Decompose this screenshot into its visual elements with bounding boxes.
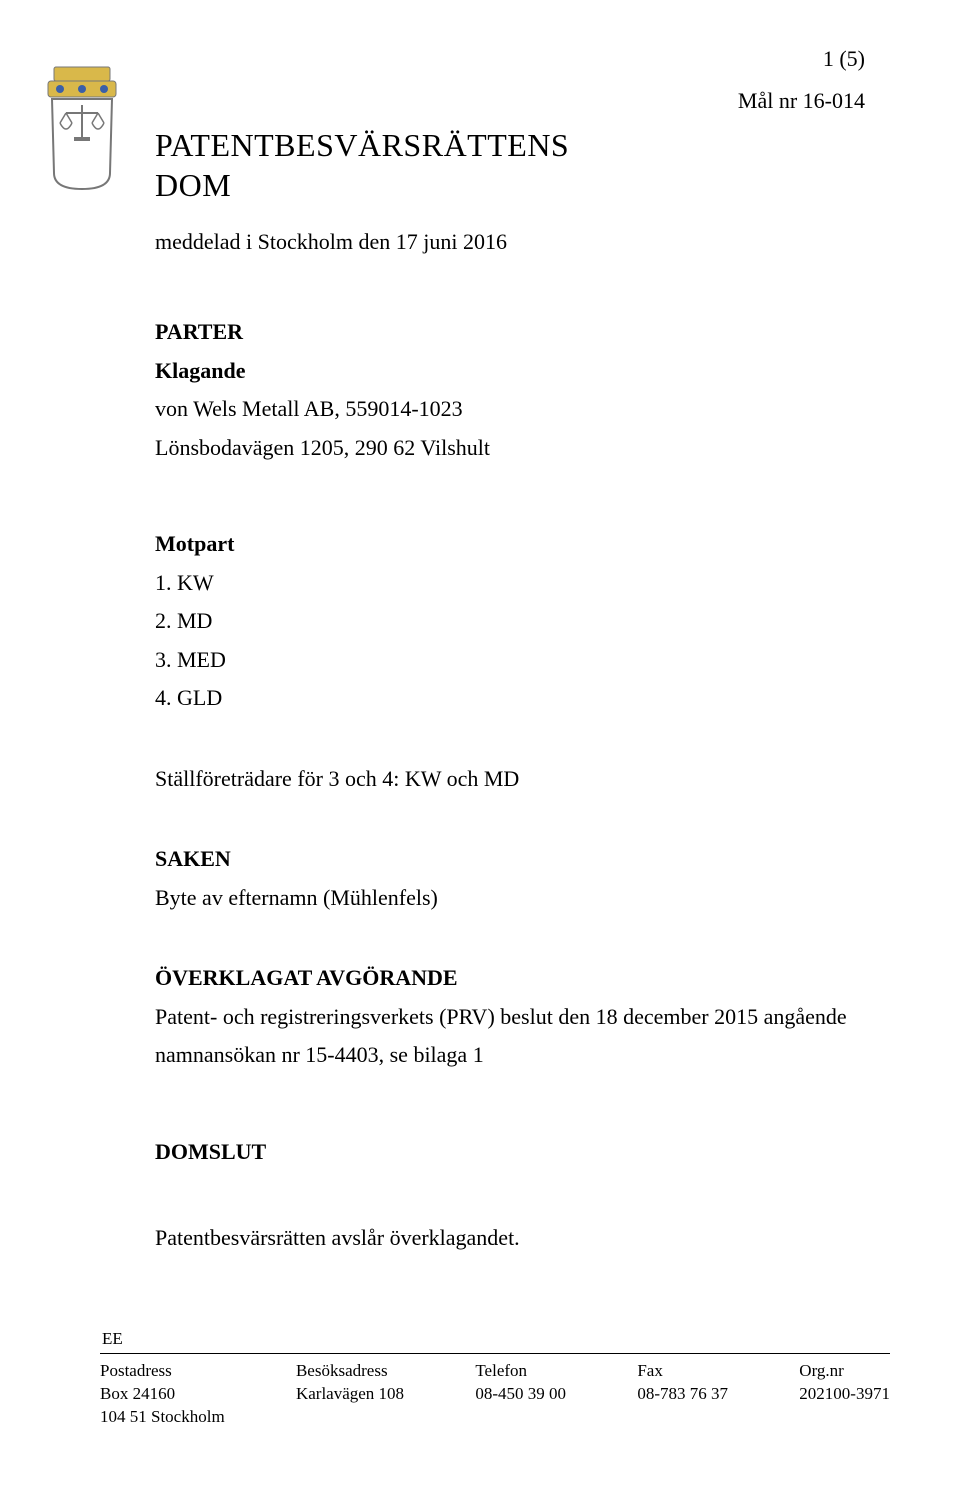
counterparty-item: 3. MED (155, 641, 865, 680)
counterparty-item: 1. KW (155, 564, 865, 603)
counterparty-heading: Motpart (155, 525, 865, 564)
page: 1 (5) Mål nr 16-014 PATENTBESVÄRSRÄTTENS… (0, 0, 960, 1489)
appellant-line: Lönsbodavägen 1205, 290 62 Vilshult (155, 429, 865, 468)
footer-divider (100, 1353, 890, 1354)
footer-col-line: 08-783 76 37 (637, 1383, 728, 1406)
appealed-section: ÖVERKLAGAT AVGÖRANDE Patent- och registr… (155, 959, 865, 1075)
footer-col-orgnr: Org.nr 202100-3971 (799, 1360, 890, 1429)
title-line-1: PATENTBESVÄRSRÄTTENS (155, 125, 865, 165)
counterparty-section: Motpart 1. KW 2. MD 3. MED 4. GLD (155, 525, 865, 718)
document-title: PATENTBESVÄRSRÄTTENS DOM (155, 125, 865, 205)
footer-col-line: Karlavägen 108 (296, 1383, 404, 1406)
ruling-text-section: Patentbesvärsrätten avslår överklagandet… (155, 1219, 865, 1258)
page-indicator: 1 (5) (738, 38, 865, 80)
appealed-heading: ÖVERKLAGAT AVGÖRANDE (155, 959, 865, 998)
parties-section: PARTER Klagande von Wels Metall AB, 5590… (155, 313, 865, 467)
case-number: Mål nr 16-014 (738, 80, 865, 122)
representatives-text: Ställföreträdare för 3 och 4: KW och MD (155, 760, 865, 799)
appellant-line: von Wels Metall AB, 559014-1023 (155, 390, 865, 429)
footer-col-fax: Fax 08-783 76 37 (637, 1360, 728, 1429)
footer-columns: Postadress Box 24160 104 51 Stockholm Be… (100, 1360, 890, 1429)
counterparty-item: 4. GLD (155, 679, 865, 718)
footer-col-heading: Telefon (475, 1360, 566, 1383)
footer-col-heading: Fax (637, 1360, 728, 1383)
document-subtitle: meddelad i Stockholm den 17 juni 2016 (155, 229, 865, 255)
matter-section: SAKEN Byte av efternamn (Mühlenfels) (155, 840, 865, 917)
parties-heading: PARTER (155, 313, 865, 352)
matter-text: Byte av efternamn (Mühlenfels) (155, 879, 865, 918)
title-line-2: DOM (155, 165, 865, 205)
appealed-text: Patent- och registreringsverkets (PRV) b… (155, 998, 865, 1075)
footer-col-line: Box 24160 (100, 1383, 225, 1406)
header-right: 1 (5) Mål nr 16-014 (738, 38, 865, 122)
footer-col-heading: Postadress (100, 1360, 225, 1383)
appellant-heading: Klagande (155, 352, 865, 391)
representatives-section: Ställföreträdare för 3 och 4: KW och MD (155, 760, 865, 799)
footer-col-heading: Org.nr (799, 1360, 890, 1383)
court-crest-icon (40, 65, 125, 195)
page-footer: EE Postadress Box 24160 104 51 Stockholm… (100, 1329, 890, 1429)
matter-heading: SAKEN (155, 840, 865, 879)
ruling-section: DOMSLUT (155, 1133, 865, 1172)
ruling-heading: DOMSLUT (155, 1133, 865, 1172)
footer-col-line: 202100-3971 (799, 1383, 890, 1406)
footer-col-besoksadress: Besöksadress Karlavägen 108 (296, 1360, 404, 1429)
footer-col-heading: Besöksadress (296, 1360, 404, 1383)
ruling-text: Patentbesvärsrätten avslår överklagandet… (155, 1219, 865, 1258)
counterparty-item: 2. MD (155, 602, 865, 641)
footer-col-line: 104 51 Stockholm (100, 1406, 225, 1429)
footer-initials: EE (102, 1329, 890, 1349)
footer-col-telefon: Telefon 08-450 39 00 (475, 1360, 566, 1429)
footer-col-line: 08-450 39 00 (475, 1383, 566, 1406)
footer-col-postadress: Postadress Box 24160 104 51 Stockholm (100, 1360, 225, 1429)
